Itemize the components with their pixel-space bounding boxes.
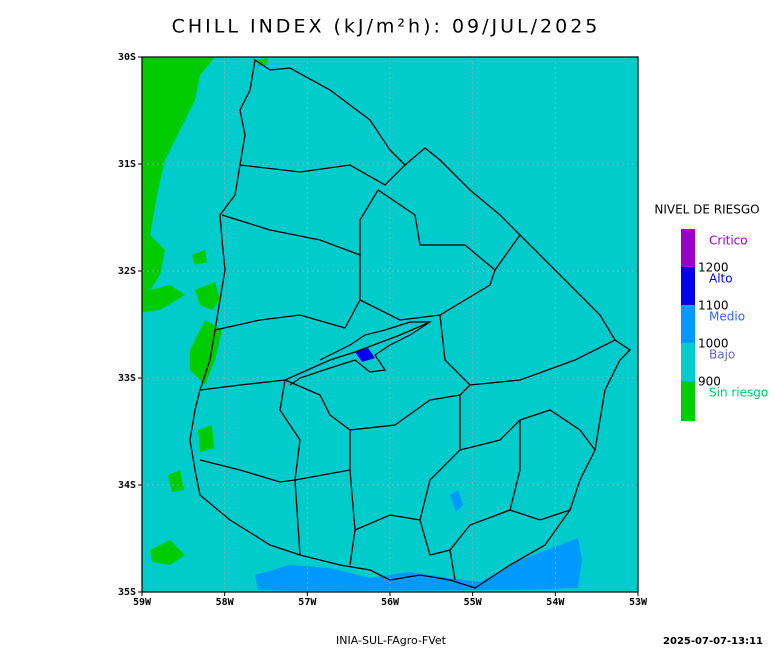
legend-level-label: Critico: [709, 234, 748, 248]
legend-threshold: 1200: [698, 261, 729, 275]
lat-label: 35S: [118, 587, 136, 598]
medium-risk-area: [450, 490, 463, 512]
legend-threshold: 1100: [698, 299, 729, 313]
lon-label: 55W: [464, 597, 483, 608]
legend-swatch: [681, 343, 695, 381]
country-border: [189, 58, 632, 589]
lon-label: 53W: [629, 597, 648, 608]
lat-label: 32S: [118, 266, 136, 277]
legend-swatch: [681, 305, 695, 343]
timestamp: 2025-07-07-13:11: [663, 636, 763, 647]
department-borders: [199, 164, 616, 581]
map-title: CHILL INDEX (kJ/m²h): 09/JUL/2025: [172, 16, 601, 38]
high-risk-area: [355, 348, 375, 362]
legend: Critico Alto Medio Bajo Sin riesgo 1200 1100 10…: [681, 229, 768, 421]
lat-label: 30S: [118, 52, 136, 63]
legend-level-label: Bajo: [709, 348, 735, 362]
lat-label: 31S: [118, 159, 136, 170]
medium-risk-area: [255, 538, 582, 591]
map: [138, 56, 639, 596]
lon-label: 59W: [133, 597, 152, 608]
legend-level-label: Alto: [709, 272, 733, 286]
legend-title: NIVEL DE RIESGO: [654, 203, 759, 217]
lat-label: 33S: [118, 373, 136, 384]
legend-level-label: Medio: [709, 310, 745, 324]
legend-level-label: Sin riesgo: [709, 386, 768, 400]
legend-threshold: 900: [698, 375, 721, 389]
lon-label: 54W: [546, 597, 565, 608]
lon-label: 58W: [216, 597, 235, 608]
lon-label: 56W: [381, 597, 400, 608]
lat-label: 34S: [118, 480, 136, 491]
rio-negro-lake: [289, 321, 433, 386]
low-risk-area: [142, 57, 215, 312]
lon-label: 57W: [298, 597, 317, 608]
legend-threshold: 1000: [698, 337, 729, 351]
legend-swatch: [681, 381, 695, 421]
source-text: INIA-SUL-FAgro-FVet: [336, 634, 447, 647]
legend-swatch: [681, 229, 695, 267]
legend-swatch: [681, 267, 695, 305]
